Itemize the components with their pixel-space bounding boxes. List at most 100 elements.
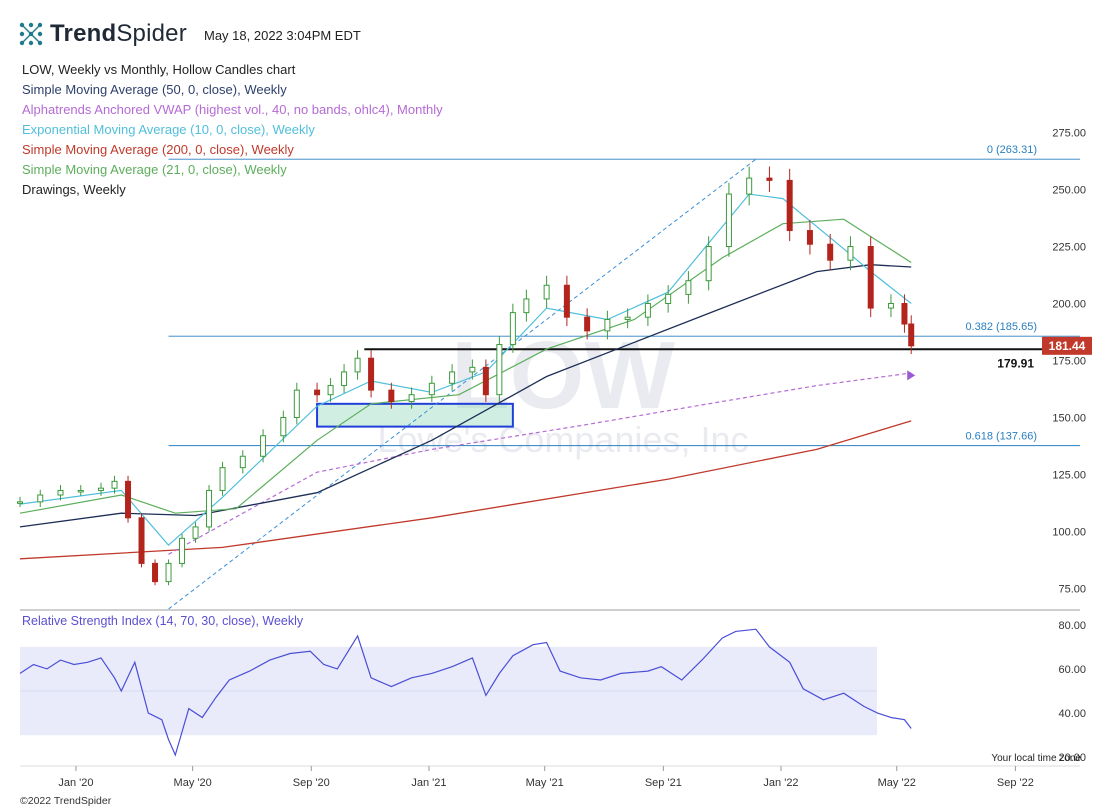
candle-body: [786, 179, 793, 232]
grid-layer: [20, 609, 1080, 767]
candle-body: [685, 280, 692, 295]
x-tick-label: Jan '20: [58, 777, 93, 789]
legend-entry: Simple Moving Average (200, 0, close), W…: [22, 142, 294, 157]
indicator-legend: LOW, Weekly vs Monthly, Hollow Candles c…: [22, 60, 443, 200]
candle-body: [604, 318, 611, 332]
price-tick-label: 200.00: [1052, 299, 1086, 311]
candle-body: [388, 389, 395, 403]
legend-entry: Exponential Moving Average (10, 0, close…: [22, 122, 315, 137]
sma-21-line: [19, 218, 912, 514]
rsi-line: [19, 628, 912, 757]
candle-body: [806, 230, 813, 245]
candle-body: [57, 489, 64, 496]
timezone-note: Your local time zone: [991, 753, 1081, 764]
price-tick-label: 225.00: [1052, 242, 1086, 254]
support-box: [316, 402, 514, 428]
candle-body: [584, 316, 591, 332]
candle-body: [293, 389, 300, 418]
sma-200-line: [19, 420, 912, 560]
candle-body: [509, 312, 516, 346]
x-tick-label: May '22: [878, 777, 916, 789]
trendspider-logo: TrendSpider: [18, 20, 187, 48]
candle-body: [482, 366, 489, 396]
legend-entry: Drawings, Weekly: [22, 182, 126, 197]
candle-body: [543, 284, 550, 300]
chart-timestamp: May 18, 2022 3:04PM EDT: [204, 28, 361, 43]
candle-body: [165, 562, 172, 583]
logo-wordmark: TrendSpider: [50, 20, 187, 48]
candle-body: [192, 526, 199, 539]
candle-body: [111, 480, 118, 489]
candle-body: [746, 177, 753, 195]
candle-body: [901, 303, 908, 325]
last-price-label: 181.44: [1049, 339, 1086, 353]
vwap-line: [168, 372, 912, 555]
candle-body: [327, 385, 334, 396]
price-tick-label: 75.00: [1058, 583, 1086, 595]
price-tick-label: 275.00: [1052, 128, 1086, 140]
x-tick-label: Jan '21: [411, 777, 446, 789]
candle-body: [219, 467, 226, 491]
last-price-tag: [1042, 336, 1092, 355]
candle-body: [354, 357, 361, 373]
candle-body: [17, 501, 23, 504]
candle-body: [98, 487, 105, 491]
logo-word-trend: Trend: [50, 20, 117, 47]
x-tick-label: Jan '22: [763, 777, 798, 789]
candle-body: [37, 494, 44, 503]
candle-body: [725, 193, 732, 248]
price-tick-label: 150.00: [1052, 412, 1086, 424]
candle-body: [239, 455, 246, 469]
ema-10-line: [19, 193, 912, 547]
price-series-layer: [17, 166, 916, 586]
legend-entry: LOW, Weekly vs Monthly, Hollow Candles c…: [22, 62, 296, 77]
price-tick-label: 250.00: [1052, 185, 1086, 197]
candle-body: [624, 316, 631, 320]
candle-body: [449, 371, 456, 384]
copyright: ©2022 TrendSpider: [20, 795, 112, 807]
vwap-marker-icon: [907, 370, 916, 381]
hline-label: 0 (263.31): [987, 144, 1037, 156]
drawings-layer: 179.91 0 (263.31) 0.382 (185.65) 0.618 (137…: [168, 144, 1080, 610]
candle-body: [847, 246, 854, 261]
candle-body: [496, 344, 503, 396]
candle-body: [766, 177, 773, 181]
hline-label: 0.618 (137.66): [965, 431, 1037, 443]
candle-body: [469, 366, 476, 373]
logo-spider-icon: [19, 22, 43, 46]
candle-body: [260, 435, 267, 457]
hline-label: 179.91: [997, 356, 1034, 370]
price-tick-label: 125.00: [1052, 469, 1086, 481]
rsi-tick-label: 80.00: [1058, 620, 1086, 632]
rsi-tick-label: 20.00: [1058, 752, 1086, 764]
candle-body: [206, 489, 213, 528]
x-tick-label: Sep '22: [997, 777, 1034, 789]
candle-body: [827, 243, 834, 261]
legend-entry: Simple Moving Average (50, 0, close), We…: [22, 82, 287, 97]
x-tick-label: Sep '20: [293, 777, 330, 789]
candle-body: [563, 284, 570, 318]
candle-body: [152, 562, 159, 583]
fib-trendline: [168, 158, 757, 610]
x-tick-label: Sep '21: [645, 777, 682, 789]
candle-body: [341, 371, 348, 387]
candle-body: [125, 480, 132, 519]
candle-body: [368, 357, 375, 391]
sma-50-line: [19, 264, 912, 528]
candle-body: [644, 303, 651, 318]
legend-entry: Simple Moving Average (21, 0, close), We…: [22, 162, 287, 177]
candle-body: [887, 303, 894, 309]
candle-body: [523, 298, 530, 314]
x-tick-label: May '20: [174, 777, 212, 789]
candle-body: [77, 489, 84, 493]
rsi-panel: [19, 628, 912, 757]
price-tick-label: 175.00: [1052, 356, 1086, 368]
candle-body: [138, 517, 145, 564]
candle-body: [867, 246, 874, 309]
candle-body: [314, 389, 321, 396]
rsi-tick-label: 60.00: [1058, 664, 1086, 676]
legend-entry: Alphatrends Anchored VWAP (highest vol.,…: [22, 102, 443, 117]
rsi-title: Relative Strength Index (14, 70, 30, clo…: [22, 614, 304, 628]
